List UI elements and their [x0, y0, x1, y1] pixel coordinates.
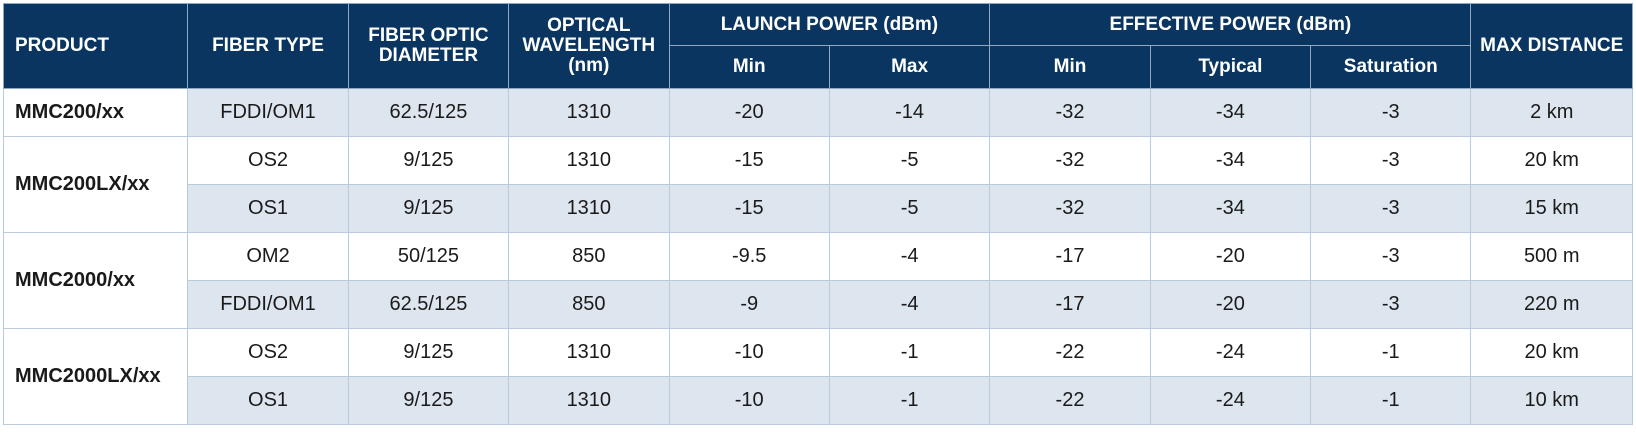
cell-launch-min: -20 [668, 88, 830, 137]
cell-max-distance: 20 km [1470, 328, 1633, 377]
cell-diameter: 50/125 [347, 232, 510, 281]
table-row: OS1 9/125 1310 -10 -1 -22 -24 -1 10 km [4, 376, 1633, 425]
cell-fiber-type: FDDI/OM1 [187, 280, 349, 329]
cell-diameter: 9/125 [347, 136, 510, 185]
cell-effective-typical: -34 [1149, 136, 1312, 185]
cell-fiber-type: OS2 [187, 136, 349, 185]
cell-fiber-type: OS1 [187, 376, 349, 425]
header-effective-min: Min [989, 45, 1151, 89]
header-fiber-optic-diameter: FIBER OPTIC DIAMETER [347, 3, 510, 89]
cell-fiber-type: OS2 [187, 328, 349, 377]
cell-wavelength: 1310 [508, 376, 670, 425]
cell-launch-min: -15 [668, 184, 830, 233]
cell-wavelength: 1310 [508, 184, 670, 233]
cell-product: MMC200/xx [2, 88, 189, 137]
cell-max-distance: 2 km [1470, 88, 1633, 137]
cell-effective-min: -32 [989, 88, 1151, 137]
cell-effective-saturation: -3 [1310, 88, 1472, 137]
fiber-spec-table: PRODUCT FIBER TYPE FIBER OPTIC DIAMETER … [2, 3, 1633, 425]
cell-wavelength: 850 [508, 232, 670, 281]
cell-diameter: 62.5/125 [347, 280, 510, 329]
cell-diameter: 9/125 [347, 328, 510, 377]
cell-effective-typical: -24 [1149, 376, 1312, 425]
header-fiber-type: FIBER TYPE [187, 3, 349, 89]
cell-max-distance: 15 km [1470, 184, 1633, 233]
header-effective-power: EFFECTIVE POWER (dBm) [989, 3, 1472, 46]
header-launch-power: LAUNCH POWER (dBm) [668, 3, 991, 46]
cell-launch-max: -14 [828, 88, 991, 137]
cell-launch-max: -5 [828, 184, 991, 233]
header-launch-min: Min [668, 45, 830, 89]
cell-launch-min: -10 [668, 328, 830, 377]
cell-effective-typical: -20 [1149, 280, 1312, 329]
table-row: FDDI/OM1 62.5/125 850 -9 -4 -17 -20 -3 220 m [4, 280, 1633, 329]
table-header: PRODUCT FIBER TYPE FIBER OPTIC DIAMETER … [2, 3, 1633, 89]
table-row: MMC2000LX/xx OS2 9/125 1310 -10 -1 -22 -24 -1 20 … [2, 328, 1633, 425]
cell-product: MMC2000LX/xx [2, 328, 189, 425]
table-row: MMC200LX/xx OS2 9/125 1310 -15 -5 -32 -34 -3 20 k… [2, 136, 1633, 233]
cell-wavelength: 1310 [508, 328, 670, 377]
cell-effective-typical: -34 [1149, 88, 1312, 137]
cell-effective-typical: -24 [1149, 328, 1312, 377]
cell-effective-typical: -34 [1149, 184, 1312, 233]
cell-effective-min: -32 [989, 184, 1151, 233]
cell-effective-typical: -20 [1149, 232, 1312, 281]
cell-diameter: 9/125 [347, 184, 510, 233]
cell-launch-min: -10 [668, 376, 830, 425]
cell-product: MMC200LX/xx [2, 136, 189, 233]
cell-diameter: 62.5/125 [347, 88, 510, 137]
cell-product: MMC2000/xx [2, 232, 189, 329]
header-launch-max: Max [828, 45, 991, 89]
cell-wavelength: 1310 [508, 136, 670, 185]
header-optical-wavelength: OPTICAL WAVELENGTH (nm) [508, 3, 670, 89]
cell-effective-min: -22 [989, 328, 1151, 377]
cell-launch-max: -4 [828, 280, 991, 329]
cell-wavelength: 850 [508, 280, 670, 329]
cell-max-distance: 500 m [1470, 232, 1633, 281]
cell-launch-max: -1 [828, 376, 991, 425]
cell-launch-max: -1 [828, 328, 991, 377]
cell-effective-saturation: -3 [1310, 184, 1472, 233]
cell-launch-min: -9 [668, 280, 830, 329]
cell-effective-saturation: -1 [1310, 328, 1472, 377]
table-row: MMC2000/xx OM2 50/125 850 -9.5 -4 -17 -20 -3 500 … [2, 232, 1633, 329]
header-effective-saturation: Saturation [1310, 45, 1472, 89]
cell-effective-saturation: -3 [1310, 232, 1472, 281]
cell-max-distance: 20 km [1470, 136, 1633, 185]
cell-max-distance: 220 m [1470, 280, 1633, 329]
cell-max-distance: 10 km [1470, 376, 1633, 425]
cell-launch-min: -9.5 [668, 232, 830, 281]
cell-fiber-type: OS1 [187, 184, 349, 233]
cell-fiber-type: OM2 [187, 232, 349, 281]
table-row: MMC200/xx FDDI/OM1 62.5/125 1310 -20 -14 -32 -3… [2, 88, 1633, 137]
header-effective-typical: Typical [1149, 45, 1312, 89]
cell-effective-saturation: -3 [1310, 136, 1472, 185]
cell-fiber-type: FDDI/OM1 [187, 88, 349, 137]
cell-launch-min: -15 [668, 136, 830, 185]
cell-wavelength: 1310 [508, 88, 670, 137]
cell-launch-max: -5 [828, 136, 991, 185]
header-max-distance: MAX DISTANCE [1470, 3, 1633, 89]
header-product: PRODUCT [2, 3, 189, 89]
cell-effective-min: -22 [989, 376, 1151, 425]
cell-launch-max: -4 [828, 232, 991, 281]
cell-diameter: 9/125 [347, 376, 510, 425]
cell-effective-min: -32 [989, 136, 1151, 185]
table-row: OS1 9/125 1310 -15 -5 -32 -34 -3 15 km [4, 184, 1633, 233]
cell-effective-min: -17 [989, 280, 1151, 329]
cell-effective-saturation: -3 [1310, 280, 1472, 329]
header-row-sub: Min Max Min Typical Saturation [4, 45, 1633, 89]
header-row-top: PRODUCT FIBER TYPE FIBER OPTIC DIAMETER … [2, 3, 1633, 89]
cell-effective-min: -17 [989, 232, 1151, 281]
table-body: MMC200/xx FDDI/OM1 62.5/125 1310 -20 -14 -32 -3… [2, 88, 1633, 425]
cell-effective-saturation: -1 [1310, 376, 1472, 425]
